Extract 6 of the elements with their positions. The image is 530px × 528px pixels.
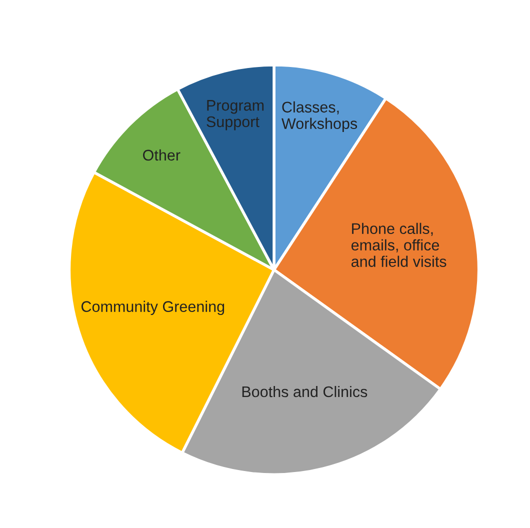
slice-label: Program Support (206, 100, 264, 130)
slice-label: Classes, Workshops (282, 101, 358, 132)
slice-label: Other (143, 149, 180, 161)
slice-label: Booths and Clinics (242, 386, 368, 398)
slice-label: Phone calls, emails, office and field visits (351, 222, 446, 267)
slice-label: Community Greening (81, 300, 224, 316)
